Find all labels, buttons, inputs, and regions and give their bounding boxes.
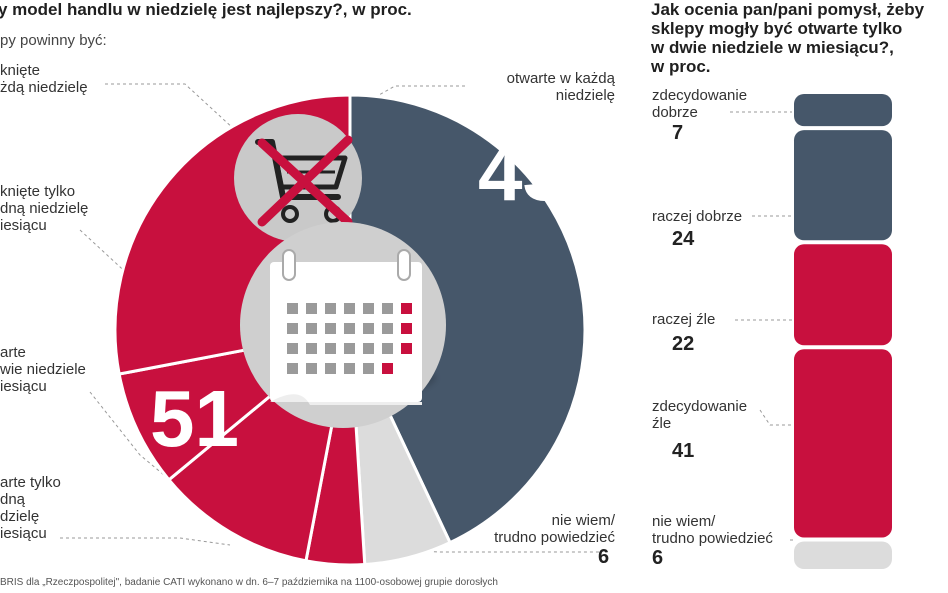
leader-line-closed-every (105, 83, 236, 131)
bar-label-strongly-good: zdecydowanie dobrze (652, 87, 748, 121)
calendar-icon (240, 222, 446, 428)
label-dont-know: nie wiem/ trudno powiedzieć (494, 512, 615, 546)
bar-value-rather-bad: 22 (672, 333, 695, 355)
left-chart-title: y model handlu w niedzielę jest najlepsz… (0, 0, 412, 19)
big-number-open: 43 (478, 128, 567, 217)
calendar-day (344, 343, 355, 354)
donut-slice (348, 93, 587, 545)
label-closed-one-sunday: knięte tylko dną niedzielę iesiącu (0, 183, 89, 234)
bar-label-rather-bad: raczej źle (652, 311, 716, 328)
calendar-day (306, 343, 317, 354)
calendar-day (363, 303, 374, 314)
calendar-day (325, 303, 336, 314)
right-title-line: Jak ocenia pan/pani pomysł, żeby (651, 0, 925, 19)
bar-value-strongly-bad: 41 (672, 440, 695, 462)
label-open-every-sunday: otwarte w każdą niedzielę (506, 70, 615, 104)
calendar-day (325, 363, 336, 374)
value-dont-know: 6 (598, 546, 610, 568)
calendar-day (344, 323, 355, 334)
calendar-day (325, 323, 336, 334)
leader-line-dont-know (398, 524, 600, 553)
calendar-day (306, 303, 317, 314)
calendar-day (363, 343, 374, 354)
calendar-day (382, 363, 393, 374)
footer-source: BRIS dla „Rzeczpospolitej", badanie CATI… (0, 577, 498, 588)
bar-label-rather-good: raczej dobrze (652, 208, 743, 225)
calendar-day (382, 303, 393, 314)
calendar-day (382, 343, 393, 354)
calendar-day (344, 363, 355, 374)
calendar-day (325, 343, 336, 354)
calendar-day (287, 363, 298, 374)
right-title-line: w proc. (651, 57, 711, 76)
calendar-day (363, 363, 374, 374)
calendar-day (306, 363, 317, 374)
big-number-closed: 51 (150, 374, 239, 463)
right-title-line: sklepy mogły być otwarte tylko (651, 19, 903, 38)
bar-value-dont-know: 6 (652, 547, 664, 569)
left-chart-subtitle: py powinny być: (0, 32, 107, 49)
calendar-day (344, 303, 355, 314)
crossed-cart-icon (234, 114, 362, 242)
leader-line-open-one (60, 537, 231, 546)
label-closed-every-sunday: knięte żdą niedzielę (0, 62, 88, 96)
calendar-day (401, 323, 412, 334)
label-open-two-sundays: arte wie niedziele iesiącu (0, 344, 86, 395)
bar-value-strongly-good: 7 (672, 122, 684, 144)
calendar-day (363, 323, 374, 334)
calendar-day (401, 343, 412, 354)
bar-label-strongly-bad: zdecydowanie źle (652, 398, 748, 432)
right-title-line: w dwie niedziele w miesiącu?, (651, 38, 894, 57)
calendar-day (287, 303, 298, 314)
label-open-one-sunday: arte tylko dną dzielę iesiącu (0, 474, 61, 542)
right-chart-title: Jak ocenia pan/pani pomysł, żeby sklepy … (651, 0, 931, 76)
bar-label-dont-know: nie wiem/ trudno powiedzieć (652, 513, 773, 547)
calendar-day (401, 303, 412, 314)
calendar-day (382, 323, 393, 334)
bar-value-rather-good: 24 (672, 228, 695, 250)
calendar-day (306, 323, 317, 334)
calendar-day (287, 323, 298, 334)
calendar-day (287, 343, 298, 354)
